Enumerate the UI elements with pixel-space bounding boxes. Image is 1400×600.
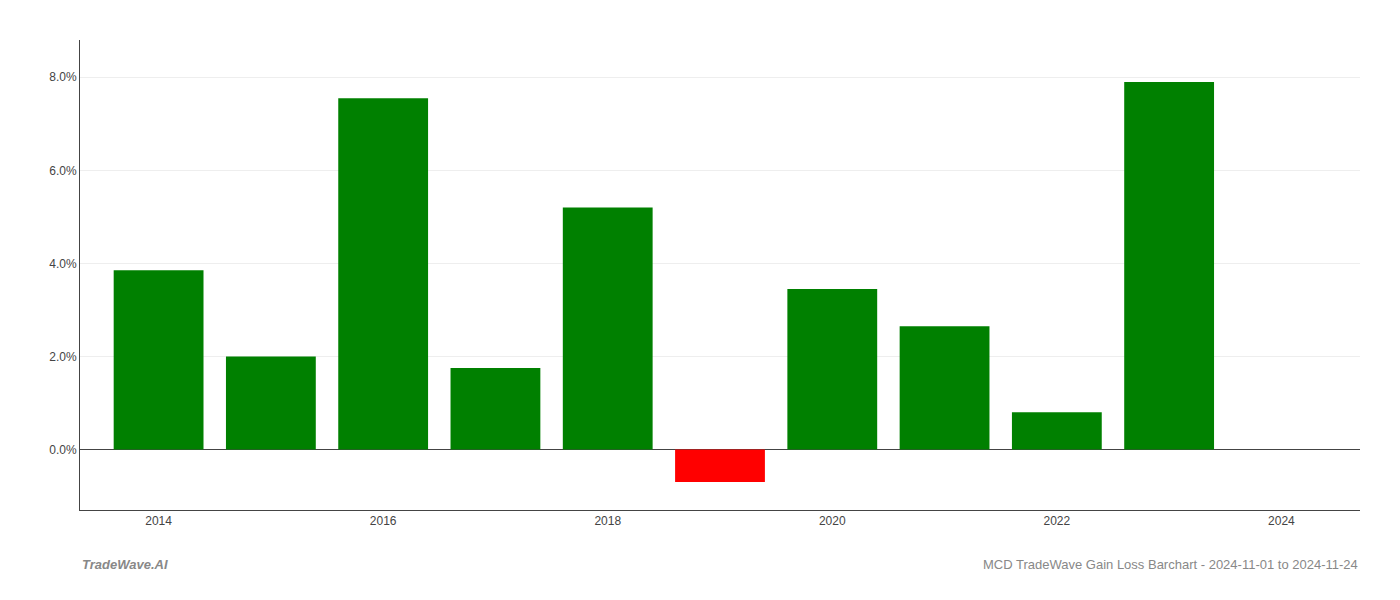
svg-text:2022: 2022: [1043, 514, 1070, 528]
svg-text:0.0%: 0.0%: [49, 443, 77, 457]
svg-text:2.0%: 2.0%: [49, 350, 77, 364]
svg-text:8.0%: 8.0%: [49, 70, 77, 84]
svg-text:2024: 2024: [1268, 514, 1295, 528]
svg-text:TradeWave.AI: TradeWave.AI: [82, 557, 168, 572]
svg-text:2016: 2016: [370, 514, 397, 528]
svg-text:MCD TradeWave Gain Loss Barcha: MCD TradeWave Gain Loss Barchart - 2024-…: [983, 557, 1358, 572]
svg-text:2014: 2014: [145, 514, 172, 528]
svg-text:2020: 2020: [819, 514, 846, 528]
svg-text:2018: 2018: [594, 514, 621, 528]
svg-text:6.0%: 6.0%: [49, 164, 77, 178]
svg-text:4.0%: 4.0%: [49, 257, 77, 271]
